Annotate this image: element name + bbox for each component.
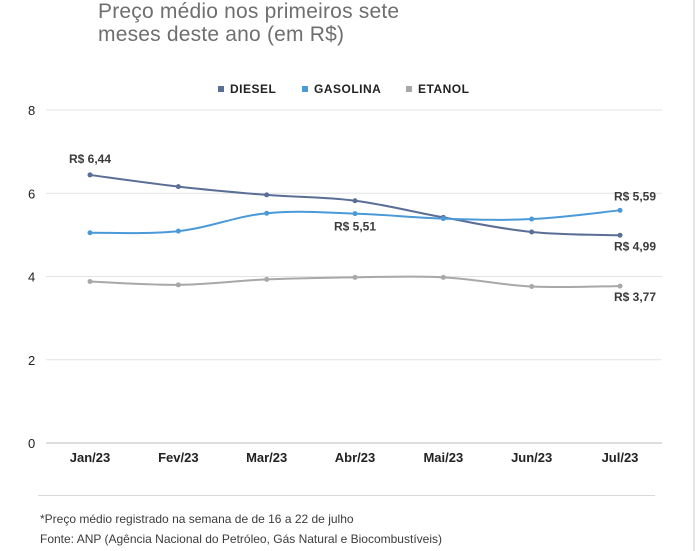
data-point-diesel-jun-23 (529, 229, 535, 235)
y-tick-label-4: 4 (28, 270, 35, 285)
chart-title-line-1: Preço médio nos primeiros sete (98, 0, 400, 23)
y-tick-label-0: 0 (28, 436, 35, 451)
data-point-diesel-abr-23 (352, 198, 358, 204)
data-point-etanol-mai-23 (440, 274, 446, 280)
line-chart: 0 2 4 6 8 Jan/23 Fev/23 Mar/23 Abr/23 Mai/23 Jun/2… (28, 82, 662, 465)
y-tick-label-6: 6 (28, 186, 35, 201)
data-point-gasolina-jul-23 (617, 207, 623, 213)
data-point-gasolina-jan-23 (87, 230, 93, 236)
x-tick-label-jun-23: Jun/23 (511, 450, 552, 465)
data-label-etanol-jul-23: R$ 3,77 (614, 290, 656, 304)
y-tick-label-2: 2 (28, 353, 35, 368)
data-label-gasolina-jul-23: R$ 5,59 (614, 189, 656, 203)
data-point-diesel-mar-23 (264, 192, 270, 198)
footnote: *Preço médio registrado na semana de de … (40, 512, 354, 526)
data-point-gasolina-jun-23 (529, 216, 535, 222)
x-tick-label-jul-23: Jul/23 (602, 450, 639, 465)
data-point-diesel-jan-23 (87, 172, 93, 178)
right-edge (693, 0, 695, 551)
legend-swatch-diesel (218, 86, 224, 92)
data-point-diesel-jul-23 (617, 232, 623, 238)
data-point-gasolina-mar-23 (264, 210, 270, 216)
source-note: Fonte: ANP (Agência Nacional do Petróleo… (40, 532, 442, 546)
chart-title: Preço médio nos primeiros sete meses des… (98, 0, 658, 46)
data-point-etanol-mar-23 (264, 276, 270, 282)
legend-label-diesel: DIESEL (230, 82, 276, 96)
x-tick-label-mai-23: Mai/23 (423, 450, 463, 465)
data-label-gasolina-abr-23: R$ 5,51 (334, 220, 376, 234)
legend-label-gasolina: GASOLINA (314, 82, 381, 96)
legend-swatch-gasolina (302, 86, 308, 92)
data-point-etanol-jun-23 (529, 283, 535, 289)
data-point-etanol-jul-23 (617, 283, 623, 289)
chart-title-line-2: meses deste ano (em R$) (98, 23, 345, 46)
data-point-etanol-fev-23 (175, 282, 181, 288)
data-label-diesel-jan-23: R$ 6,44 (69, 152, 111, 166)
x-tick-label-mar-23: Mar/23 (246, 450, 287, 465)
data-point-gasolina-abr-23 (352, 211, 358, 217)
x-tick-label-abr-23: Abr/23 (335, 450, 375, 465)
data-point-gasolina-fev-23 (175, 228, 181, 234)
data-point-etanol-jan-23 (87, 278, 93, 284)
data-point-gasolina-mai-23 (440, 216, 446, 222)
y-tick-label-8: 8 (28, 103, 35, 118)
footer-divider (38, 495, 655, 496)
data-label-diesel-jul-23: R$ 4,99 (614, 239, 656, 253)
x-tick-label-fev-23: Fev/23 (158, 450, 198, 465)
legend-swatch-etanol (406, 86, 412, 92)
legend-label-etanol: ETANOL (418, 82, 469, 96)
data-point-diesel-fev-23 (175, 184, 181, 190)
x-tick-label-jan-23: Jan/23 (70, 450, 110, 465)
data-point-etanol-abr-23 (352, 274, 358, 280)
